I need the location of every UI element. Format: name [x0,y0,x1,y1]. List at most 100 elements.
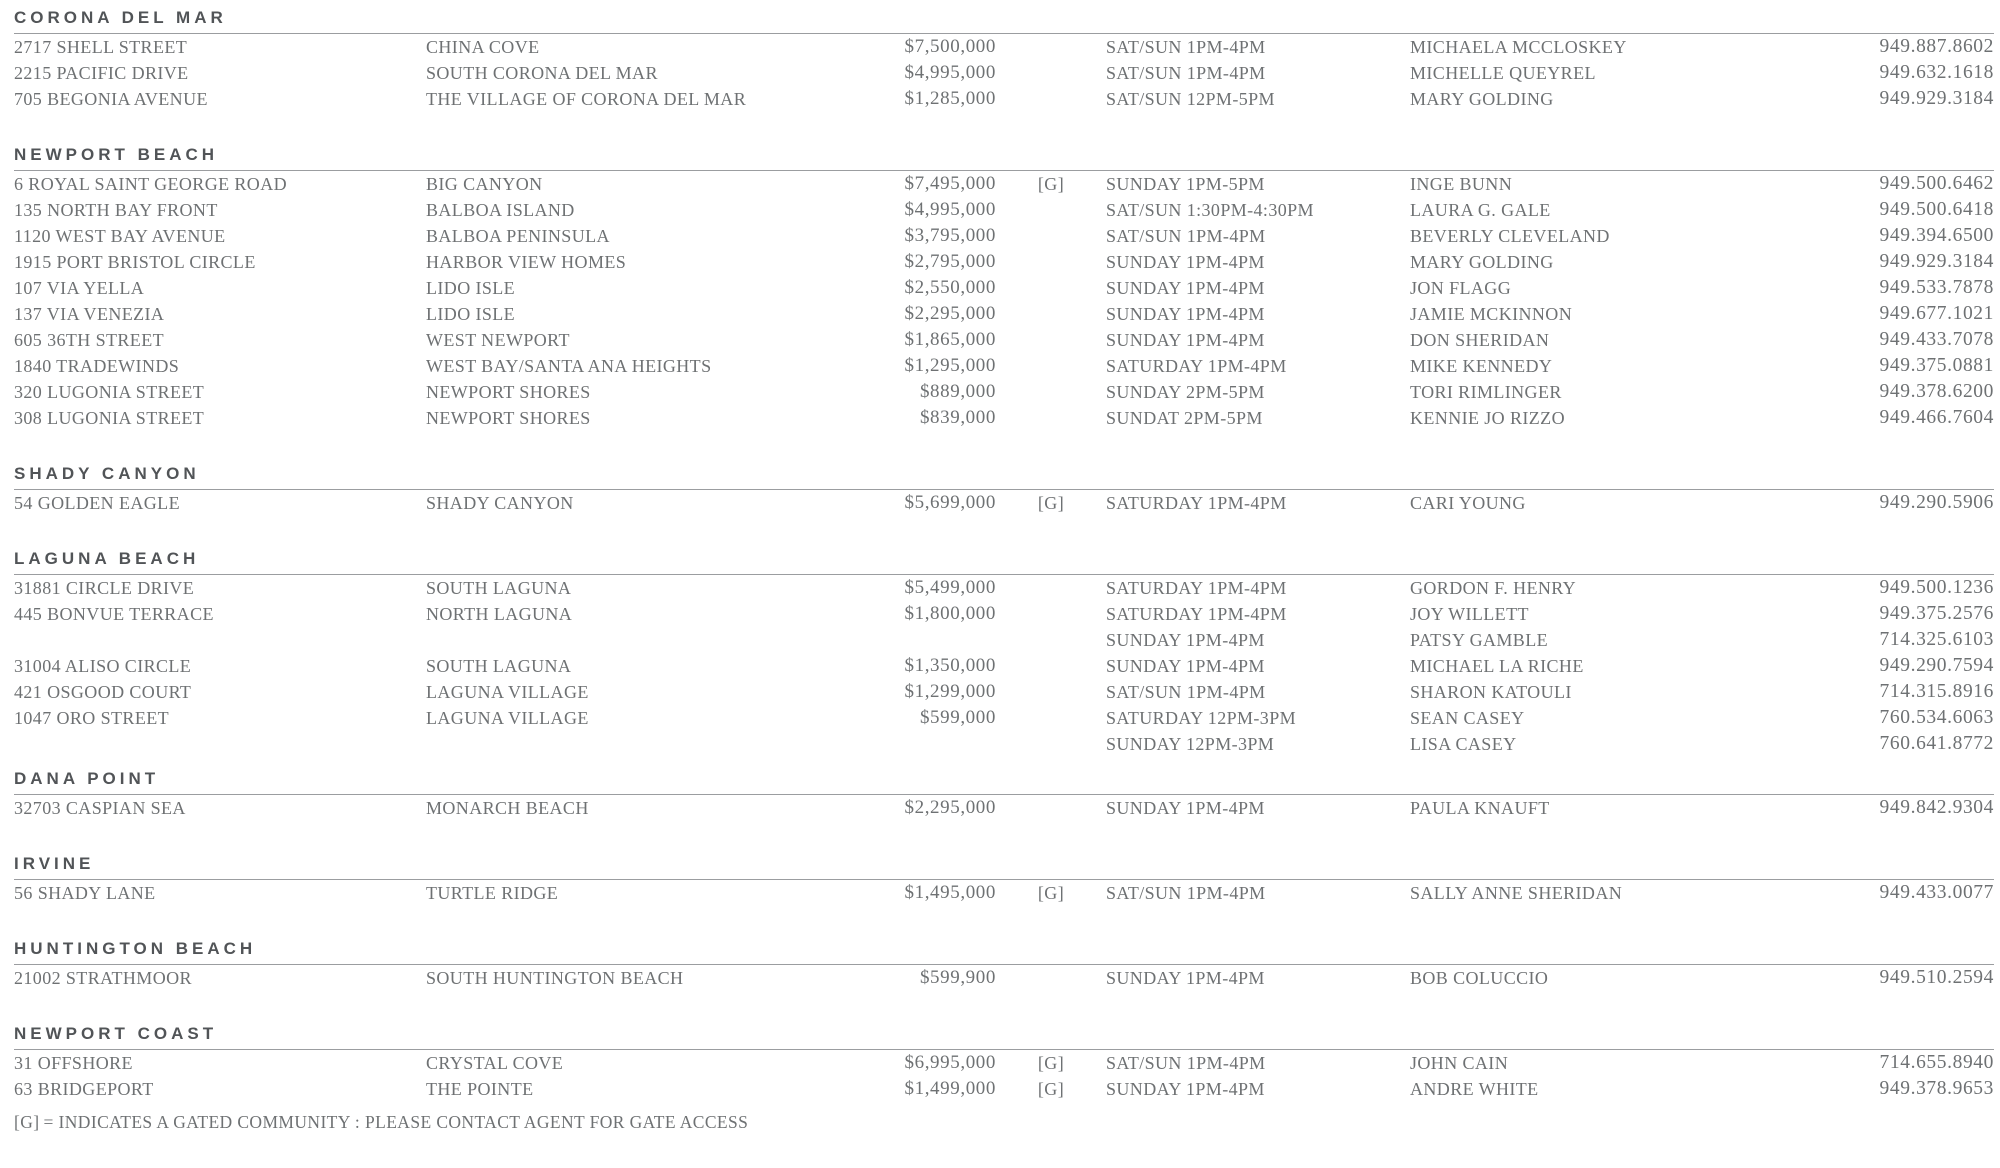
price-cell: $7,500,000 [904,36,996,57]
price-cell: $2,550,000 [904,277,996,298]
city-section: SHADY CANYON 54 GOLDEN EAGLE SHADY CANYO… [14,464,1994,516]
neighborhood-cell: NORTH LAGUNA [426,603,573,624]
agent-name-cell: SALLY ANNE SHERIDAN [1410,882,1623,903]
price-cell: $599,000 [919,707,996,728]
open-house-time-cell: SAT/SUN 1PM-4PM [1106,62,1266,83]
agent-phone-cell: 714.325.6103 [1879,629,1994,650]
address-cell: 1120 WEST BAY AVENUE [14,225,226,246]
agent-name-cell: KENNIE JO RIZZO [1410,407,1565,428]
open-house-time-cell: SAT/SUN 1PM-4PM [1106,882,1266,903]
city-section: HUNTINGTON BEACH 21002 STRATHMOOR SOUTH … [14,939,1994,991]
neighborhood-cell: CHINA COVE [426,36,540,57]
agent-phone-cell: 714.315.8916 [1879,681,1994,702]
listing-row: 21002 STRATHMOOR SOUTH HUNTINGTON BEACH … [14,965,1994,991]
address-cell: 6 ROYAL SAINT GEORGE ROAD [14,173,288,194]
agent-phone-cell: 949.533.7878 [1879,277,1994,298]
open-house-time-cell: SAT/SUN 1PM-4PM [1106,225,1266,246]
listing-row: 6 ROYAL SAINT GEORGE ROAD BIG CANYON $7,… [14,171,1994,197]
city-section-header: NEWPORT COAST [14,1024,1994,1050]
address-cell: 21002 STRATHMOOR [14,967,192,988]
address-cell: 1047 ORO STREET [14,707,170,728]
address-cell: 31881 CIRCLE DRIVE [14,577,195,598]
agent-name-cell: MICHAELA MCCLOSKEY [1410,36,1627,57]
price-cell: $3,795,000 [904,225,996,246]
neighborhood-cell: NEWPORT SHORES [426,407,591,428]
listing-rows: 2717 SHELL STREET CHINA COVE $7,500,000 … [14,34,1994,112]
gated-indicator: [G] [1037,173,1065,194]
price-cell: $7,495,000 [904,173,996,194]
agent-phone-cell: 949.677.1021 [1879,303,1994,324]
open-house-time-cell: SUNDAY 1PM-4PM [1106,1078,1265,1099]
address-cell: 107 VIA YELLA [14,277,145,298]
address-cell: 308 LUGONIA STREET [14,407,205,428]
agent-phone-cell: 949.378.9653 [1879,1078,1994,1099]
address-cell: 54 GOLDEN EAGLE [14,492,180,513]
open-house-time-cell: SATURDAY 1PM-4PM [1106,355,1287,376]
agent-name-cell: MICHELLE QUEYREL [1410,62,1596,83]
address-cell: 320 LUGONIA STREET [14,381,205,402]
city-section-header: SHADY CANYON [14,464,1994,490]
price-cell: $1,495,000 [904,882,996,903]
city-section-header: NEWPORT BEACH [14,145,1994,171]
sections-container: CORONA DEL MAR 2717 SHELL STREET CHINA C… [14,8,1994,1102]
neighborhood-cell: CRYSTAL COVE [426,1052,564,1073]
agent-phone-cell: 949.510.2594 [1879,967,1994,988]
price-cell: $6,995,000 [904,1052,996,1073]
open-house-time-cell: SUNDAT 2PM-5PM [1106,407,1263,428]
neighborhood-cell: SOUTH LAGUNA [426,655,572,676]
neighborhood-cell: THE VILLAGE OF CORONA DEL MAR [426,88,747,109]
neighborhood-cell: SOUTH LAGUNA [426,577,572,598]
price-cell: $1,295,000 [904,355,996,376]
price-cell: $2,295,000 [904,303,996,324]
open-house-time-cell: SUNDAY 1PM-4PM [1106,797,1265,818]
open-house-time-cell: SATURDAY 1PM-4PM [1106,492,1287,513]
agent-phone-cell: 949.929.3184 [1879,88,1994,109]
price-cell: $4,995,000 [904,199,996,220]
price-cell: $889,000 [919,381,996,402]
price-cell: $1,350,000 [904,655,996,676]
neighborhood-cell: LIDO ISLE [426,277,516,298]
price-cell: $1,800,000 [904,603,996,624]
address-cell: 31 OFFSHORE [14,1052,133,1073]
open-house-time-cell: SATURDAY 1PM-4PM [1106,603,1287,624]
listing-row: 32703 CASPIAN SEA MONARCH BEACH $2,295,0… [14,795,1994,821]
listing-row: 320 LUGONIA STREET NEWPORT SHORES $889,0… [14,379,1994,405]
open-house-time-cell: SUNDAY 1PM-4PM [1106,329,1265,350]
address-cell: 31004 ALISO CIRCLE [14,655,192,676]
open-house-time-cell: SUNDAY 1PM-4PM [1106,303,1265,324]
address-cell: 421 OSGOOD COURT [14,681,192,702]
gated-community-legend: [G] = INDICATES A GATED COMMUNITY : PLEAS… [14,1112,1994,1133]
neighborhood-cell: SOUTH CORONA DEL MAR [426,62,658,83]
agent-phone-cell: 760.641.8772 [1879,733,1994,754]
listing-row: SUNDAY 12PM-3PM LISA CASEY 760.641.8772 [14,731,1994,757]
agent-phone-cell: 949.632.1618 [1879,62,1994,83]
price-cell: $839,000 [919,407,996,428]
address-cell: 445 BONVUE TERRACE [14,603,214,624]
address-cell: 135 NORTH BAY FRONT [14,199,218,220]
agent-phone-cell: 714.655.8940 [1879,1052,1994,1073]
neighborhood-cell: THE POINTE [426,1078,534,1099]
agent-name-cell: JOHN CAIN [1410,1052,1509,1073]
listing-row: 2215 PACIFIC DRIVE SOUTH CORONA DEL MAR … [14,60,1994,86]
agent-name-cell: CARI YOUNG [1410,492,1526,513]
listing-row: 31 OFFSHORE CRYSTAL COVE $6,995,000 [G] … [14,1050,1994,1076]
listing-rows: 56 SHADY LANE TURTLE RIDGE $1,495,000 [G… [14,880,1994,906]
address-cell: 137 VIA VENEZIA [14,303,165,324]
neighborhood-cell: WEST BAY/SANTA ANA HEIGHTS [426,355,712,376]
city-section: NEWPORT COAST 31 OFFSHORE CRYSTAL COVE $… [14,1024,1994,1102]
city-section: CORONA DEL MAR 2717 SHELL STREET CHINA C… [14,8,1994,112]
city-section: DANA POINT 32703 CASPIAN SEA MONARCH BEA… [14,769,1994,821]
agent-phone-cell: 949.887.8602 [1879,36,1994,57]
agent-name-cell: JOY WILLETT [1410,603,1529,624]
city-section-header: LAGUNA BEACH [14,549,1994,575]
listing-row: 1840 TRADEWINDS WEST BAY/SANTA ANA HEIGH… [14,353,1994,379]
neighborhood-cell: LAGUNA VILLAGE [426,707,589,728]
price-cell: $4,995,000 [904,62,996,83]
address-cell: 605 36TH STREET [14,329,164,350]
open-house-time-cell: SAT/SUN 1PM-4PM [1106,36,1266,57]
agent-phone-cell: 949.500.6418 [1879,199,1994,220]
neighborhood-cell: BALBOA PENINSULA [426,225,610,246]
neighborhood-cell: BIG CANYON [426,173,543,194]
agent-name-cell: MARY GOLDING [1410,251,1554,272]
